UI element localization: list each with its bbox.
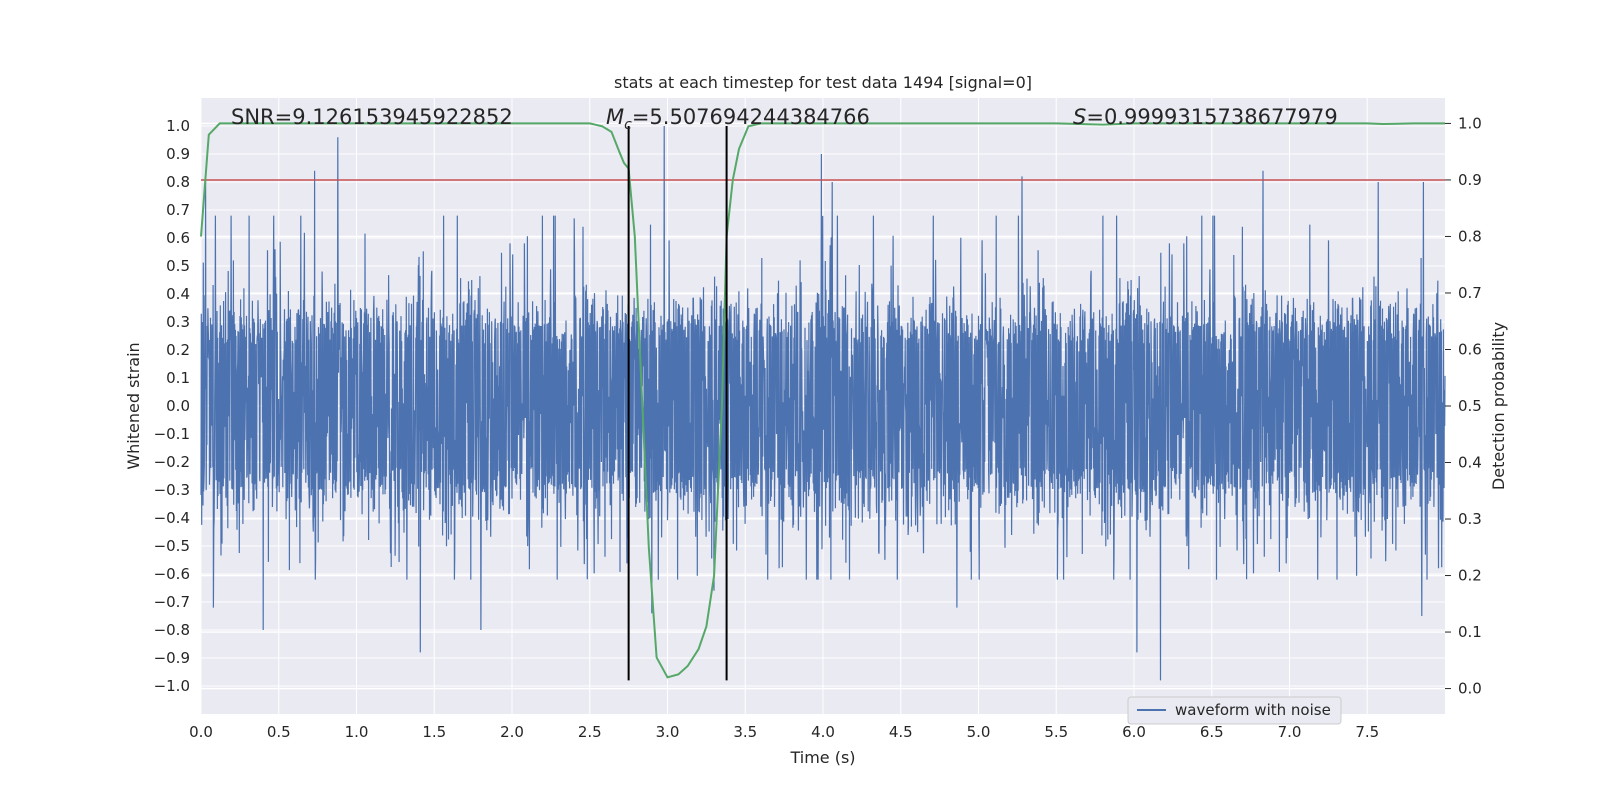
y-tick-label: 0.6 [166,229,190,247]
snr-annotation: SNR=9.126153945922852 [231,105,513,129]
score-symbol: S [1073,105,1086,129]
chirp-mass-subscript: c [624,117,632,133]
y-axis-label: Whitened strain [124,342,143,469]
y2-tick-label: 0.5 [1458,397,1482,415]
x-tick-label: 0.0 [189,723,213,741]
y2-tick-label: 0.2 [1458,567,1482,585]
legend-entry: waveform with noise [1175,701,1331,719]
strain-series [200,125,1446,681]
vertical-markers [627,126,728,681]
y-tick-label: −0.9 [154,649,190,667]
x-tick-label: 4.5 [889,723,913,741]
y2-axis-label: Detection probability [1489,322,1508,490]
y-tick-label: −0.4 [154,509,190,527]
y-tick-label: −0.7 [154,593,190,611]
y-tick-label: −0.3 [154,481,190,499]
y-tick-label: 0.9 [166,145,190,163]
y2-tick-label: 0.4 [1458,454,1482,472]
y-tick-label: 0.3 [166,313,190,331]
y-tick-label: −0.2 [154,453,190,471]
chirp-mass-annotation: Mc=5.507694244384766 [606,105,870,133]
x-tick-label: 5.0 [967,723,991,741]
y-tick-label: 0.4 [166,285,190,303]
strain-line [200,125,1446,681]
chart-title: stats at each timestep for test data 149… [614,73,1032,92]
y-tick-label: −1.0 [154,677,190,695]
y-tick-label: 0.0 [166,397,190,415]
score-annotation: S=0.9999315738677979 [1073,105,1338,129]
x-tick-label: 2.0 [500,723,524,741]
probability-series [200,122,1445,679]
chirp-mass-symbol: M [606,105,624,129]
x-tick-label: 1.0 [345,723,369,741]
x-tick-label: 3.0 [656,723,680,741]
y2-tick-label: 0.8 [1458,227,1482,245]
y-tick-label: −0.5 [154,537,190,555]
x-tick-label: 2.5 [578,723,602,741]
y2-tick-label: 0.3 [1458,510,1482,528]
x-tick-label: 6.5 [1200,723,1224,741]
y2-tick-label: 0.9 [1458,171,1482,189]
y2-tick-label: 0.6 [1458,340,1482,358]
y-tick-label: 0.5 [166,257,190,275]
y-tick-label: −0.6 [154,565,190,583]
y-tick-label: −0.1 [154,425,190,443]
y2-tick-label: 0.1 [1458,623,1482,641]
x-tick-label: 4.0 [811,723,835,741]
y2-tick-label: 0.7 [1458,284,1482,302]
x-tick-label: 5.5 [1044,723,1068,741]
x-axis-label: Time (s) [789,748,855,767]
y-tick-label: −0.8 [154,621,190,639]
axis-ticks: 0.0 0.5 1.0 1.5 2.0 2.5 3.0 3.5 4.0 4.5 5.0 5.5 6.0 6… [154,114,1482,741]
x-tick-label: 6.0 [1122,723,1146,741]
y2-tick-label: 0.0 [1458,680,1482,698]
x-tick-label: 7.0 [1278,723,1302,741]
x-tick-label: 7.5 [1355,723,1379,741]
y-tick-label: 1.0 [166,117,190,135]
probability-line [200,122,1445,679]
x-tick-label: 1.5 [422,723,446,741]
legend: waveform with noise [1127,696,1342,725]
x-tick-label: 0.5 [267,723,291,741]
y2-tick-label: 1.0 [1458,114,1482,132]
y-tick-label: 0.7 [166,201,190,219]
legend-box [1127,696,1342,725]
x-tick-label: 3.5 [733,723,757,741]
score-value: =0.9999315738677979 [1086,105,1337,129]
chirp-mass-value: =5.507694244384766 [632,105,870,129]
y-tick-label: 0.1 [166,369,190,387]
y-tick-label: 0.2 [166,341,190,359]
y-tick-label: 0.8 [166,173,190,191]
